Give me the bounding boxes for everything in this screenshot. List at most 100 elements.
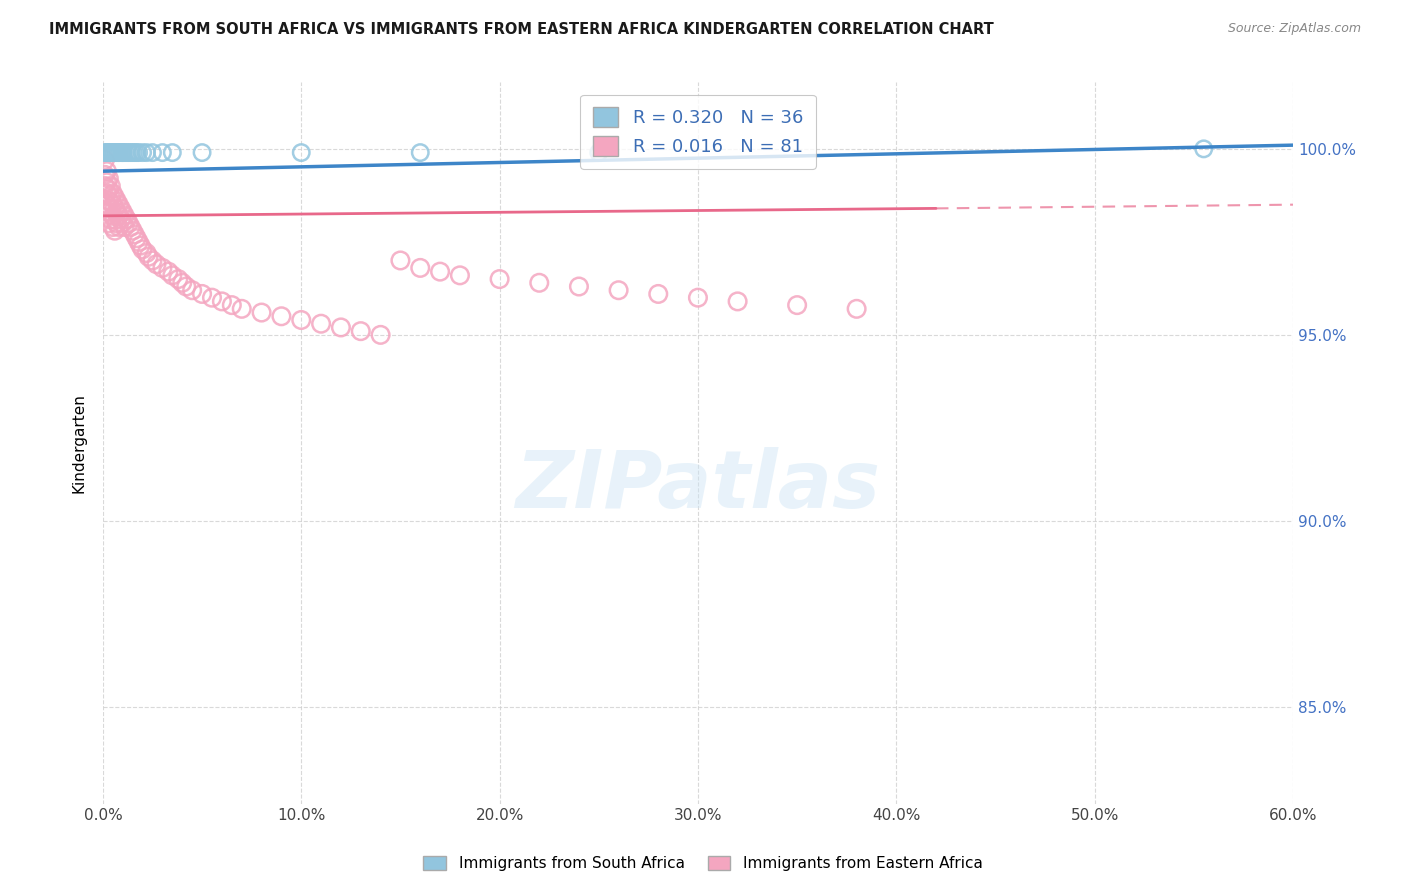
Point (94, 145, 117, 160)
Point (105, 145, 128, 160)
Point (141, 145, 163, 160)
Point (309, 317, 332, 331)
Point (104, 190, 127, 204)
Point (115, 145, 138, 160)
Point (94, 168, 117, 182)
Point (128, 145, 150, 160)
Point (686, 291, 709, 305)
Point (201, 291, 224, 305)
Point (172, 276, 194, 290)
Point (786, 298, 808, 312)
Point (191, 287, 214, 301)
Point (111, 145, 134, 160)
Point (104, 145, 127, 160)
Point (96, 186, 118, 201)
Point (135, 145, 157, 160)
Point (409, 145, 432, 160)
Point (111, 216, 134, 230)
Point (94, 153, 117, 167)
Point (107, 209, 129, 223)
Point (118, 145, 141, 160)
Point (191, 145, 214, 160)
Legend: Immigrants from South Africa, Immigrants from Eastern Africa: Immigrants from South Africa, Immigrants… (418, 850, 988, 877)
Point (100, 212, 122, 227)
Point (100, 190, 122, 204)
Point (162, 145, 184, 160)
Point (221, 298, 243, 312)
Point (167, 272, 190, 286)
Point (111, 205, 134, 219)
Point (120, 145, 142, 160)
Point (131, 242, 153, 256)
Point (124, 227, 146, 242)
Point (488, 272, 510, 286)
Point (97, 145, 120, 160)
Point (105, 205, 128, 219)
Point (290, 313, 312, 327)
Point (100, 179, 122, 194)
Point (647, 287, 669, 301)
Point (174, 279, 197, 293)
Point (97, 216, 120, 230)
Point (104, 224, 127, 238)
Point (101, 219, 124, 234)
Point (97, 171, 120, 186)
Point (101, 209, 124, 223)
Point (329, 320, 352, 334)
Point (105, 216, 128, 230)
Point (1192, 142, 1215, 156)
Point (121, 145, 143, 160)
Point (110, 212, 132, 227)
Point (107, 197, 129, 211)
Point (114, 219, 136, 234)
Point (104, 212, 127, 227)
Point (120, 219, 142, 234)
Point (107, 219, 129, 234)
Point (125, 145, 148, 160)
Point (131, 145, 153, 160)
Point (141, 253, 163, 268)
Point (250, 305, 273, 319)
Point (129, 238, 152, 252)
Point (105, 145, 128, 160)
Point (115, 212, 138, 227)
Point (409, 260, 432, 275)
Point (231, 301, 253, 316)
Point (105, 194, 128, 208)
Point (449, 268, 471, 283)
Point (211, 294, 233, 309)
Point (124, 145, 146, 160)
Point (97, 145, 120, 160)
Point (96, 164, 118, 178)
Point (588, 145, 610, 160)
Point (100, 145, 122, 160)
Point (389, 253, 412, 268)
Point (128, 235, 150, 249)
Point (104, 202, 127, 216)
Point (101, 197, 124, 211)
Point (121, 224, 143, 238)
Point (162, 268, 184, 283)
Point (101, 145, 124, 160)
Point (145, 257, 167, 271)
Point (568, 279, 591, 293)
Point (100, 202, 122, 216)
Point (181, 283, 204, 297)
Text: IMMIGRANTS FROM SOUTH AFRICA VS IMMIGRANTS FROM EASTERN AFRICA KINDERGARTEN CORR: IMMIGRANTS FROM SOUTH AFRICA VS IMMIGRAN… (49, 22, 994, 37)
Point (107, 145, 129, 160)
Point (111, 145, 134, 160)
Point (97, 194, 120, 208)
Point (101, 145, 124, 160)
Point (152, 260, 174, 275)
Point (157, 265, 180, 279)
Point (110, 145, 132, 160)
Text: ZIPatlas: ZIPatlas (516, 447, 880, 525)
Legend: R = 0.320   N = 36, R = 0.016   N = 81: R = 0.320 N = 36, R = 0.016 N = 81 (581, 95, 815, 169)
Point (529, 276, 551, 290)
Point (370, 327, 392, 342)
Point (350, 324, 373, 338)
Point (607, 283, 630, 297)
Point (96, 175, 118, 189)
Point (97, 205, 120, 219)
Point (96, 145, 118, 160)
